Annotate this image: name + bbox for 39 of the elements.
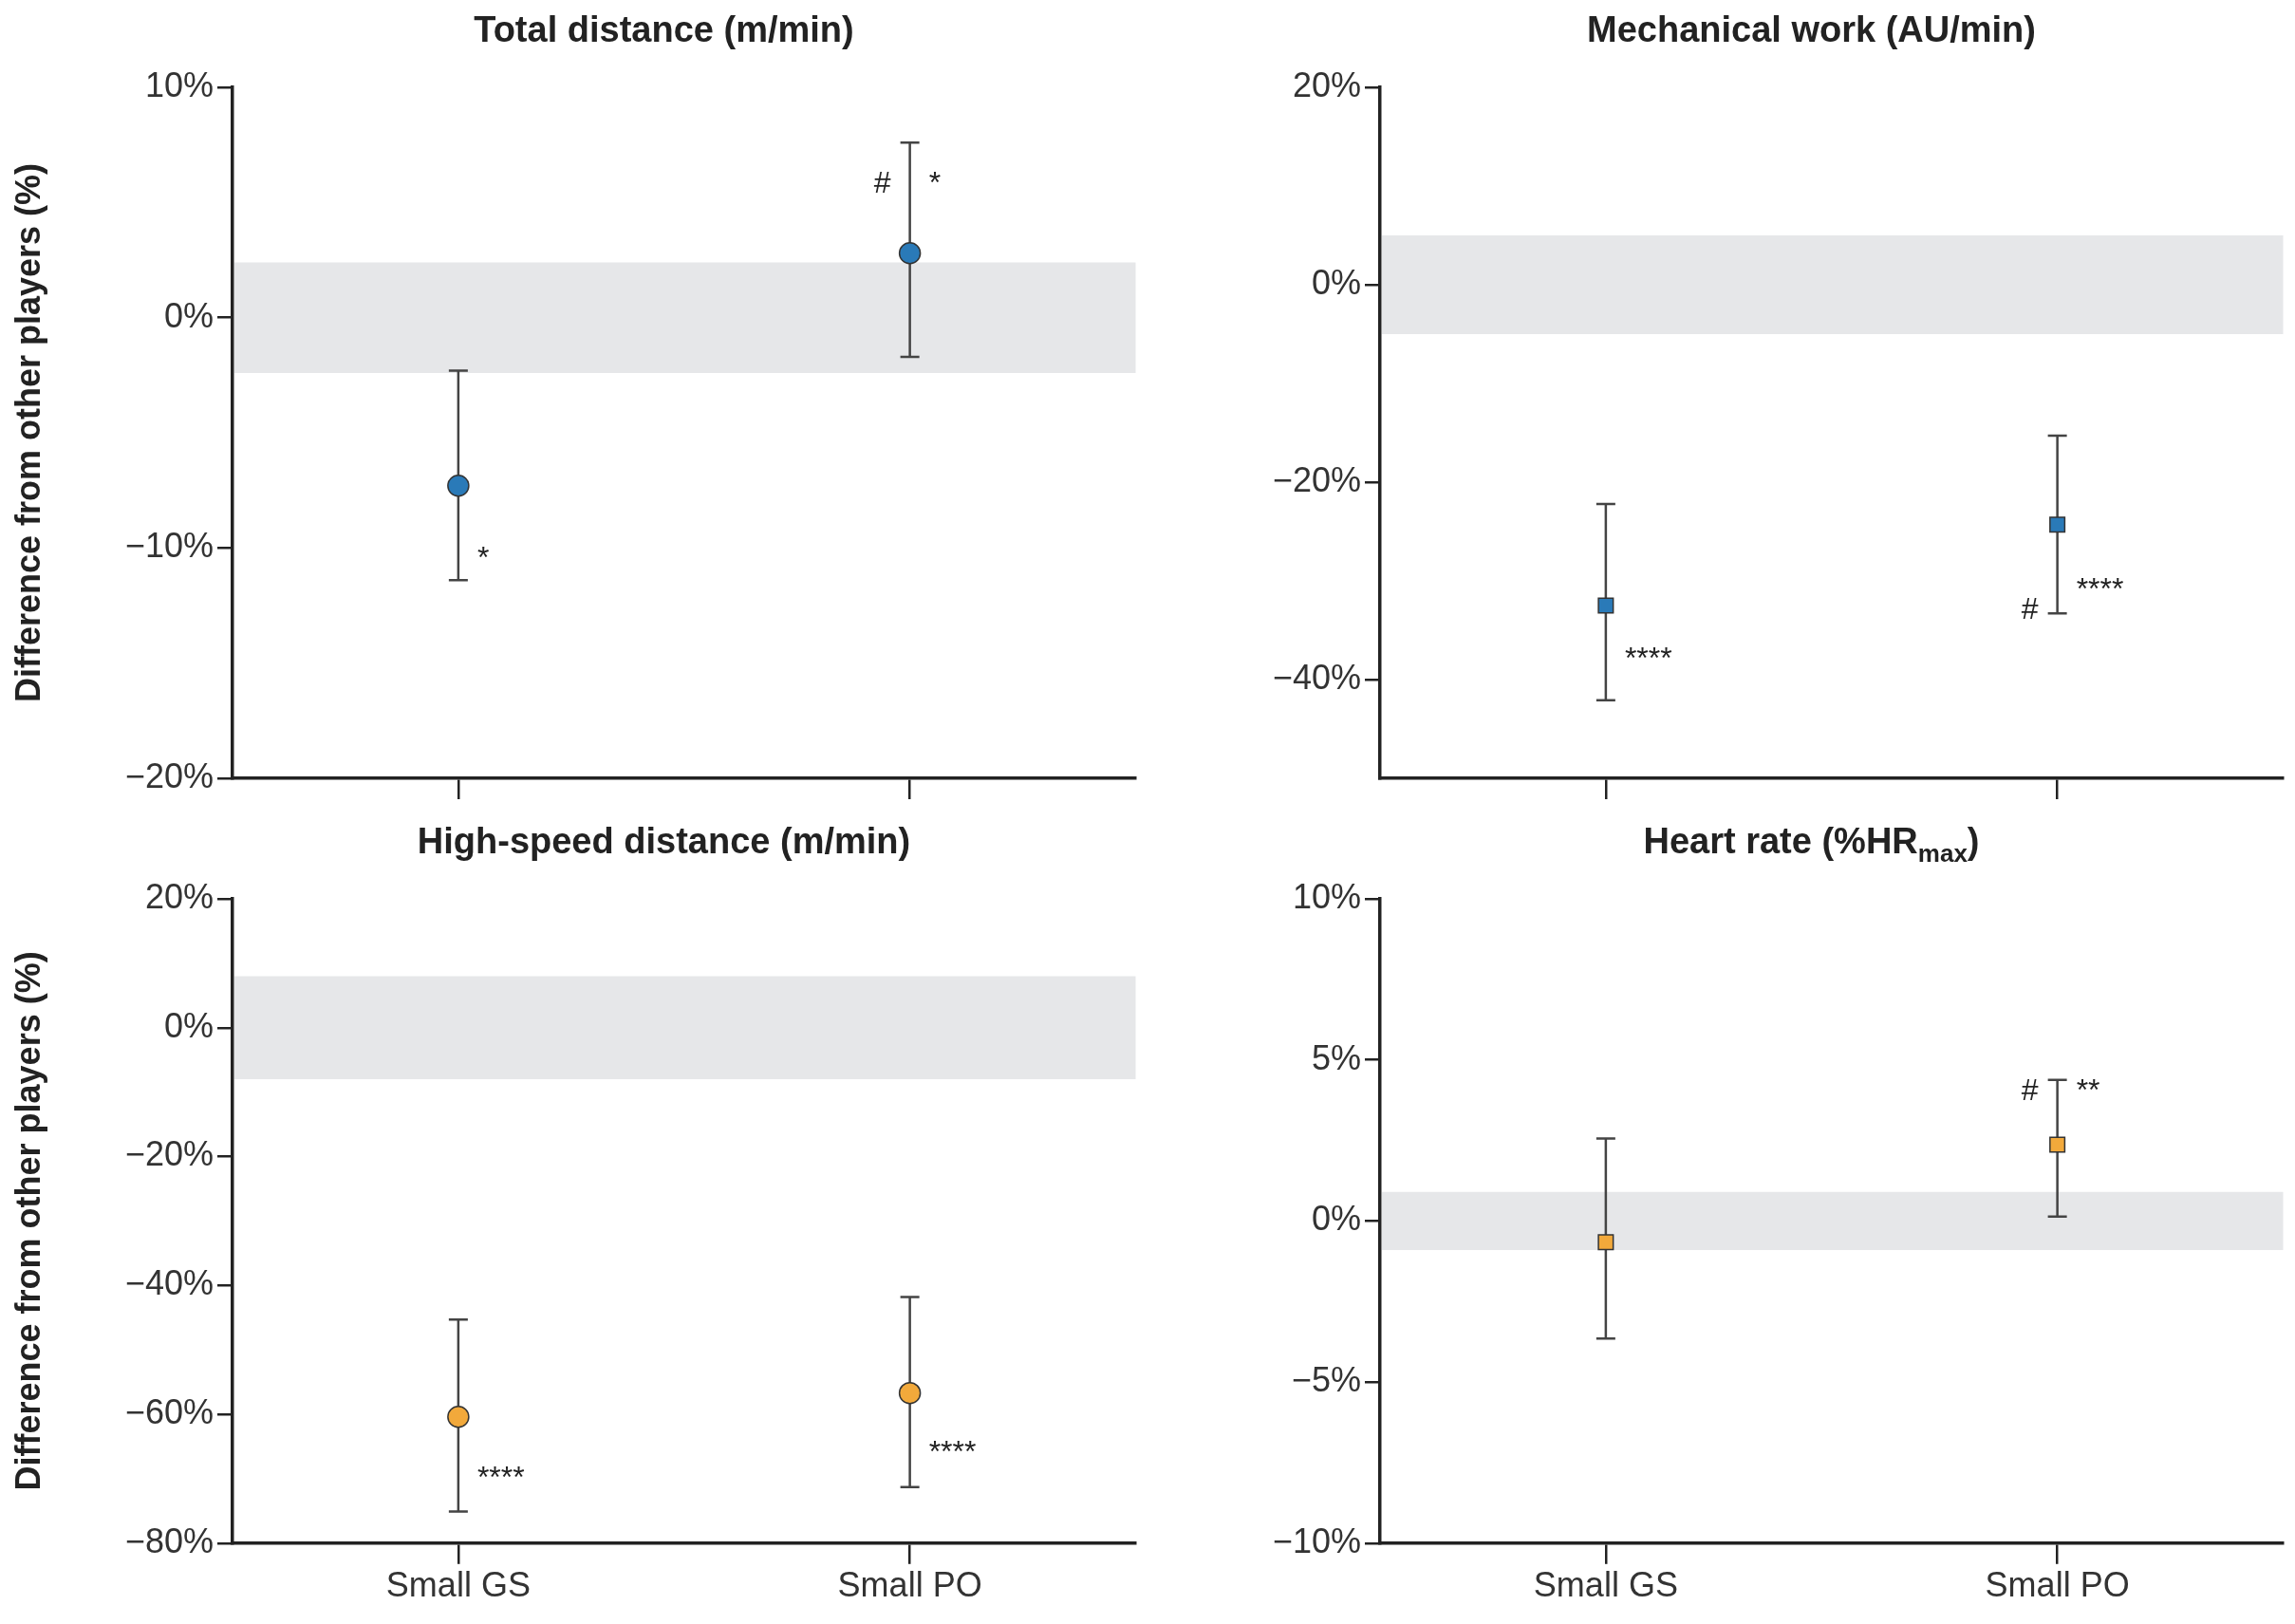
y-tick-label: 10% xyxy=(144,65,214,104)
y-tick-label: −20% xyxy=(1272,459,1361,499)
annotation: **** xyxy=(1624,641,1672,676)
annotation: ** xyxy=(2076,1073,2100,1108)
y-tick-label: 20% xyxy=(144,876,214,916)
annotation: # xyxy=(2021,591,2039,626)
y-tick-label: 0% xyxy=(163,295,214,335)
y-tick-label: −40% xyxy=(124,1263,214,1303)
x-tick-label: Small GS xyxy=(1533,1565,1678,1605)
x-tick-label: Small GS xyxy=(385,1565,531,1605)
annotation: # xyxy=(2021,1073,2039,1108)
y-tick-label: 20% xyxy=(1292,65,1361,104)
y-tick-label: −10% xyxy=(1272,1521,1361,1560)
y-tick-label: 10% xyxy=(1292,876,1361,916)
y-tick-label: −60% xyxy=(124,1391,214,1431)
chart-title: High-speed distance (m/min) xyxy=(416,820,912,863)
x-tick-label: Small PO xyxy=(837,1565,982,1605)
y-tick-label: −20% xyxy=(124,1134,214,1174)
chart-title: Total distance (m/min) xyxy=(473,9,855,51)
annotation: * xyxy=(928,164,942,199)
chart-title: Heart rate (%HR$_{max}$) xyxy=(1642,820,1981,869)
y-tick-label: 5% xyxy=(1311,1037,1361,1077)
y-tick-label: 0% xyxy=(1311,1199,1361,1239)
annotation: **** xyxy=(476,1459,525,1494)
x-tick-label: Small PO xyxy=(1985,1565,2130,1605)
y-tick-label: −40% xyxy=(1272,657,1361,697)
y-axis-title: Difference from other players (%) xyxy=(8,162,47,703)
annotation: **** xyxy=(928,1433,977,1468)
y-tick-label: −80% xyxy=(124,1521,214,1560)
chart-title: Mechanical work (AU/min) xyxy=(1586,9,2037,51)
y-tick-label: 0% xyxy=(1311,262,1361,302)
y-tick-label: −5% xyxy=(1291,1360,1361,1400)
annotation: **** xyxy=(2076,571,2124,607)
y-tick-label: 0% xyxy=(163,1005,214,1045)
y-axis-title: Difference from other players (%) xyxy=(8,951,47,1491)
y-tick-label: −20% xyxy=(124,756,214,795)
annotation: * xyxy=(476,540,490,575)
y-tick-label: −10% xyxy=(124,526,214,566)
annotation: # xyxy=(873,164,891,199)
